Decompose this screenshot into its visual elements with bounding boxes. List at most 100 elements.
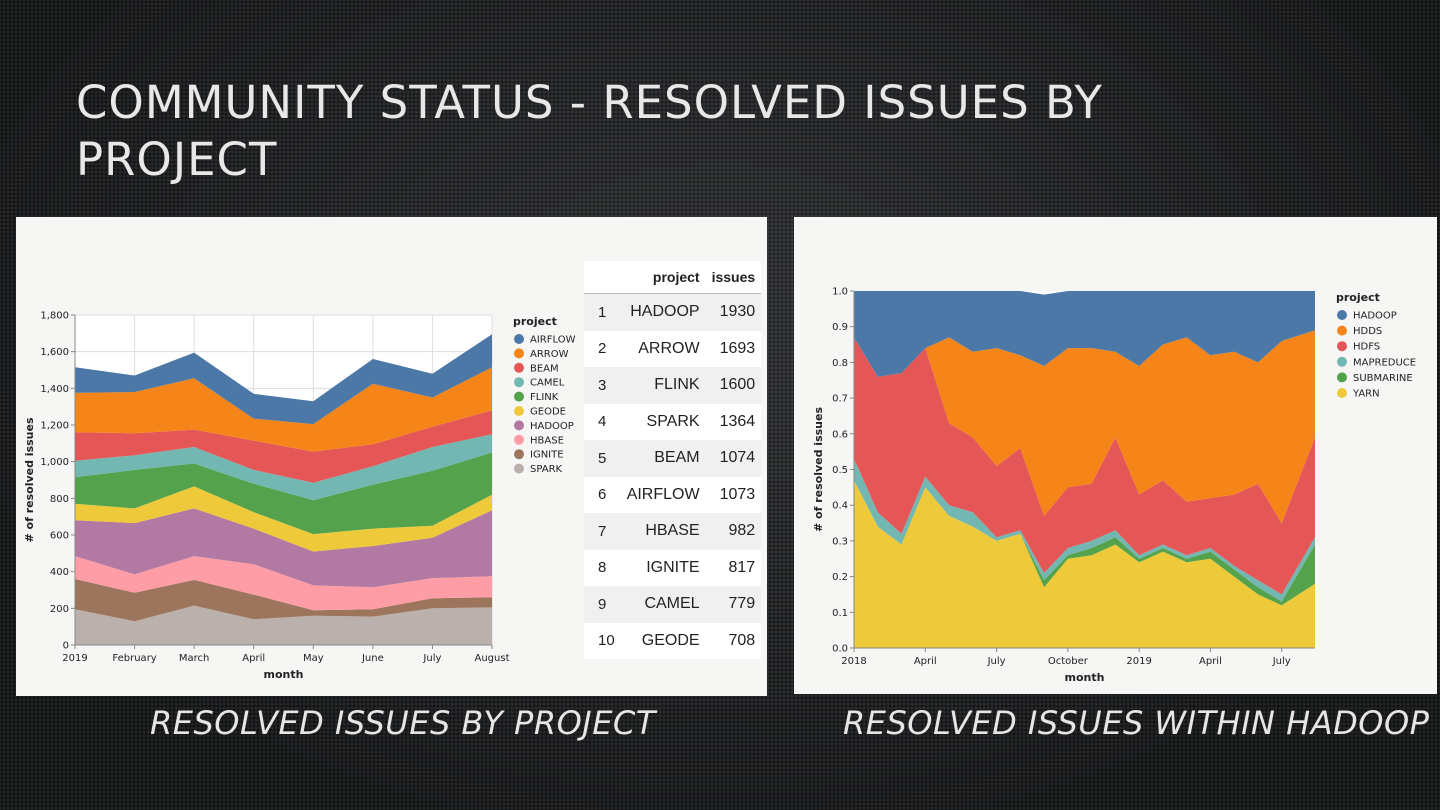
table-row: 5 BEAM 1074 <box>584 440 762 477</box>
y-tick-label: 0.9 <box>832 322 848 333</box>
table-row: 1 HADOOP 1930 <box>584 293 762 331</box>
y-tick-label: 0.7 <box>832 394 848 405</box>
y-tick-label: 0.8 <box>832 358 848 369</box>
table-header-rank <box>584 261 621 294</box>
row-issues: 817 <box>728 558 756 576</box>
table-header-project: project <box>620 261 706 294</box>
area-mapreduce <box>854 458 1315 602</box>
legend-swatch-submarine <box>1337 372 1347 383</box>
row-rank: 10 <box>598 632 615 650</box>
row-issues: 1600 <box>705 367 762 404</box>
caption-right: RESOLVED ISSUES WITHIN HADOOP <box>843 704 1430 742</box>
row-rank: 3 <box>584 367 621 404</box>
legend-swatch-hdfs <box>1337 341 1347 352</box>
area-hbase <box>75 556 492 611</box>
legend-label-hbase: HBASE <box>530 435 564 446</box>
area-camel <box>75 434 492 501</box>
row-issues: 708 <box>728 631 756 649</box>
table-row: 9 CAMEL 779 <box>584 586 762 623</box>
x-tick-label: April <box>914 656 937 667</box>
x-tick-label: July <box>987 656 1006 667</box>
row-rank: 4 <box>598 413 607 431</box>
row-rank: 2 <box>598 340 607 358</box>
x-tick-label: March <box>179 653 209 664</box>
row-issues: 1364 <box>719 412 756 430</box>
stacked-area-chart-by-project: 0 200 400 600 800 1,000 1,200 1,400 1,600 1,800 20… <box>23 311 576 682</box>
x-tick-label: 2018 <box>841 656 866 667</box>
x-tick-label: February <box>112 653 156 664</box>
row-project: AIRFLOW <box>626 485 700 503</box>
row-issues: 982 <box>705 513 762 550</box>
y-axis-title: # of resolved issues <box>23 417 36 542</box>
y-tick-label: 0 <box>63 641 69 652</box>
area-geode <box>75 486 492 552</box>
legend-label-flink: FLINK <box>530 392 559 403</box>
table-header-issues: issues <box>705 261 762 294</box>
x-tick-label: May <box>303 653 324 664</box>
legend-label-beam: BEAM <box>530 363 559 374</box>
row-project: ARROW <box>638 339 700 357</box>
y-tick-label: 1,800 <box>40 311 69 322</box>
row-issues: 1693 <box>719 339 756 357</box>
area-airflow <box>75 334 492 425</box>
legend-label-hdfs: HDFS <box>1353 342 1380 353</box>
row-project: HBASE <box>620 513 706 550</box>
area-spark <box>75 605 492 645</box>
row-project: FLINK <box>620 367 706 404</box>
table-row: 7 HBASE 982 <box>584 513 762 550</box>
area-hdfs <box>854 337 1315 595</box>
legend-label-hadoop: HADOOP <box>1353 311 1397 322</box>
y-tick-label: 1,200 <box>40 421 69 432</box>
area-yarn <box>854 480 1315 648</box>
area-hdds <box>854 330 1315 524</box>
caption-left: RESOLVED ISSUES BY PROJECT <box>150 704 656 742</box>
legend-swatch-hadoop <box>514 420 524 431</box>
legend-label-geode: GEODE <box>530 407 566 418</box>
normalized-area-chart-hadoop: 0.0 0.1 0.2 0.3 0.4 0.5 0.6 0.7 0.8 0.9 1.0 2018 Apr… <box>812 287 1416 685</box>
row-issues: 1073 <box>719 485 756 503</box>
x-tick-label: July <box>1272 656 1291 667</box>
legend-title: project <box>1336 291 1380 304</box>
table-row: 8 IGNITE 817 <box>584 550 761 587</box>
y-tick-label: 200 <box>50 604 69 615</box>
x-tick-label: July <box>422 653 441 664</box>
legend-label-spark: SPARK <box>530 464 563 475</box>
legend-label-yarn: YARN <box>1352 389 1380 400</box>
table-row: 3 FLINK 1600 <box>584 367 762 404</box>
legend-swatch-arrow <box>514 348 524 359</box>
legend-swatch-hdds <box>1337 325 1347 336</box>
legend-swatch-hadoop <box>1337 310 1347 320</box>
legend-swatch-hbase <box>514 434 524 445</box>
y-tick-label: 0.5 <box>832 465 848 476</box>
table-row: 2 ARROW 1693 <box>584 331 761 368</box>
legend-label-mapreduce: MAPREDUCE <box>1353 357 1416 368</box>
table-row: 6 AIRFLOW 1073 <box>584 477 761 514</box>
x-tick-label: 2019 <box>1126 656 1151 667</box>
y-tick-label: 800 <box>50 494 69 505</box>
row-rank: 8 <box>598 559 607 577</box>
x-tick-label: August <box>475 653 510 664</box>
row-project: IGNITE <box>646 558 700 576</box>
x-tick-label: 2019 <box>62 653 87 664</box>
row-project: HADOOP <box>620 293 706 331</box>
row-project: SPARK <box>646 412 700 430</box>
legend-swatch-camel <box>514 377 524 388</box>
table-header-row: project issues <box>584 261 762 294</box>
y-tick-label: 0.0 <box>832 644 848 655</box>
slide-title: COMMUNITY STATUS - RESOLVED ISSUES BY PR… <box>76 76 1103 186</box>
y-tick-label: 1.0 <box>832 287 848 298</box>
y-tick-label: 1,400 <box>40 384 69 395</box>
legend-swatch-yarn <box>1337 388 1347 398</box>
row-rank: 1 <box>584 293 621 331</box>
y-tick-label: 0.4 <box>832 501 848 512</box>
legend-swatch-ignite <box>514 449 524 460</box>
legend-swatch-beam <box>514 362 524 373</box>
x-tick-label: October <box>1048 656 1089 667</box>
legend-label-arrow: ARROW <box>530 349 569 360</box>
legend-label-ignite: IGNITE <box>530 450 564 461</box>
y-tick-label: 0.2 <box>832 572 848 583</box>
legend-label-camel: CAMEL <box>530 378 565 389</box>
x-tick-label: April <box>1199 656 1222 667</box>
row-project: GEODE <box>641 631 700 649</box>
